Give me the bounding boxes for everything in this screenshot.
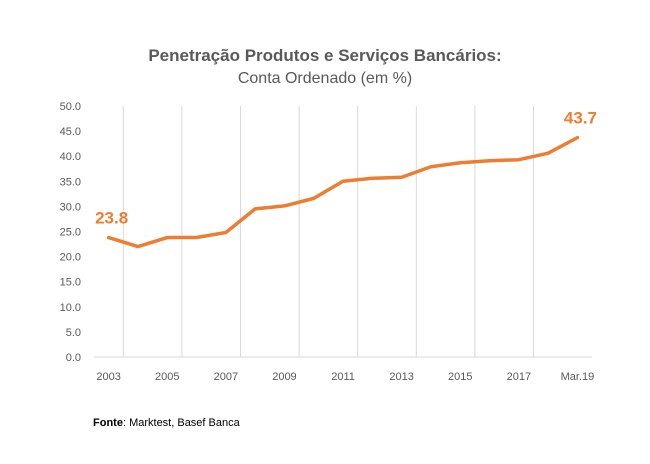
source-text: : Marktest, Basef Banca — [122, 417, 240, 429]
x-tick-label: 2007 — [214, 371, 238, 383]
y-tick-label: 40.0 — [60, 151, 81, 163]
y-tick-label: 0.0 — [66, 352, 81, 364]
y-tick-label: 30.0 — [60, 201, 81, 213]
data-labels: 23.8 43.7 — [95, 109, 597, 228]
x-axis: 2003 2005 2007 2009 2011 2013 2015 2017 Mar.19 — [96, 371, 594, 383]
y-tick-label: 45.0 — [60, 126, 81, 138]
source-label: Fonte — [93, 417, 123, 429]
y-tick-label: 5.0 — [66, 327, 81, 339]
y-tick-label: 25.0 — [60, 227, 81, 239]
data-label: 23.8 — [95, 209, 128, 228]
x-tick-label: 2003 — [96, 371, 120, 383]
x-tick-label: 2009 — [272, 371, 296, 383]
y-tick-label: 15.0 — [60, 277, 81, 289]
y-tick-label: 20.0 — [60, 252, 81, 264]
x-tick-label: Mar.19 — [561, 371, 595, 383]
x-tick-label: 2013 — [389, 371, 413, 383]
chart-title: Penetração Produtos e Serviços Bancários… — [148, 46, 502, 65]
source-note: Fonte: Marktest, Basef Banca — [93, 417, 240, 429]
x-tick-label: 2005 — [155, 371, 179, 383]
x-tick-label: 2017 — [507, 371, 531, 383]
y-tick-label: 10.0 — [60, 302, 81, 314]
x-tick-label: 2011 — [331, 371, 355, 383]
x-tick-label: 2015 — [448, 371, 472, 383]
y-axis: 0.0 5.0 10.0 15.0 20.0 25.0 30.0 35.0 40.0 45.0 50… — [60, 101, 81, 364]
y-tick-label: 50.0 — [60, 101, 81, 113]
chart-subtitle: Conta Ordenado (em %) — [237, 70, 413, 87]
gridlines — [94, 106, 593, 358]
series-line — [106, 135, 580, 249]
series — [106, 135, 580, 249]
y-tick-label: 35.0 — [60, 176, 81, 188]
data-label: 43.7 — [564, 109, 597, 128]
